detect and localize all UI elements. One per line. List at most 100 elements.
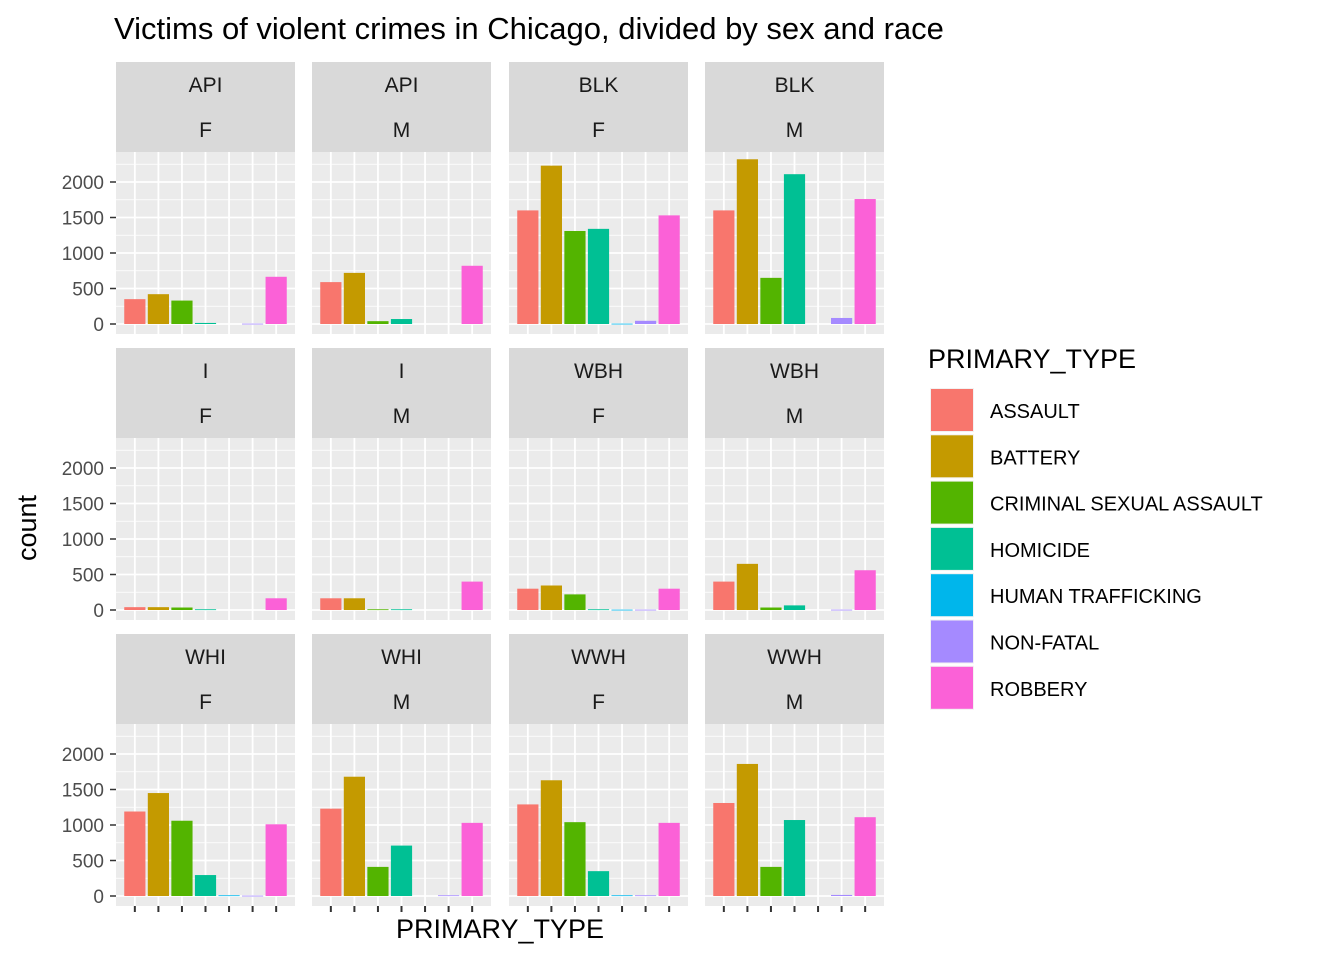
bar (713, 210, 735, 324)
legend-label: CRIMINAL SEXUAL ASSAULT (990, 494, 1263, 516)
y-tick-label: 0 (93, 601, 104, 622)
bar (124, 299, 146, 324)
legend-label: NON-FATAL (990, 633, 1099, 655)
bar (194, 322, 217, 324)
x-axes (133, 906, 867, 912)
facet-label-race: BLK (579, 74, 619, 97)
facet-label-race: API (385, 74, 419, 97)
facet-strip (312, 348, 491, 438)
facet-strip (705, 634, 884, 724)
bar (438, 895, 460, 897)
legend-label: HOMICIDE (990, 540, 1090, 562)
bar (390, 319, 413, 324)
facet-label-race: WWH (571, 646, 626, 669)
facet-label-sex: F (592, 691, 605, 714)
y-axes: 0 500 1000 1500 2000 0 500 1000 1500 2000 0 500 1000… (62, 173, 116, 908)
legend-label: HUMAN TRAFFICKING (990, 586, 1202, 608)
facet-strip (116, 348, 295, 438)
facet-strip (312, 62, 491, 152)
y-tick-label: 0 (93, 887, 104, 908)
bar (587, 871, 610, 896)
bar (564, 594, 586, 610)
bar (517, 588, 539, 610)
facet-panel: BLK F (509, 62, 688, 334)
bar (343, 776, 365, 896)
bar (635, 609, 657, 611)
facet-panel: WWH F (509, 634, 688, 906)
facet-panel: BLK M (705, 62, 884, 334)
bar (147, 294, 169, 324)
bar (320, 282, 342, 324)
bar (783, 174, 806, 324)
y-tick-label: 2000 (62, 173, 104, 194)
legend-item: NON-FATAL (930, 619, 1099, 664)
legend-title: PRIMARY_TYPE (928, 344, 1136, 374)
legend-item: ROBBERY (930, 665, 1087, 710)
bar (242, 895, 264, 897)
bar (367, 321, 389, 324)
bar (831, 317, 853, 324)
y-tick-label: 0 (93, 315, 104, 336)
bar (854, 570, 876, 610)
bar (171, 607, 193, 610)
bar (564, 822, 586, 896)
bar (736, 563, 758, 610)
facet-label-sex: M (786, 405, 804, 428)
bar (265, 824, 287, 896)
facet-label-sex: F (592, 119, 605, 142)
y-tick-label: 500 (72, 852, 104, 873)
bar (760, 866, 782, 896)
legend-label: ASSAULT (990, 401, 1080, 423)
facet-label-race: I (203, 360, 209, 383)
legend-swatch (931, 666, 973, 709)
facet-label-race: I (399, 360, 405, 383)
bar (147, 793, 169, 896)
facet-strip (705, 348, 884, 438)
facet-label-sex: M (393, 691, 411, 714)
bar (540, 165, 562, 324)
facet-panel: IM (312, 348, 491, 620)
bar (587, 228, 610, 324)
facet-label-race: WBH (574, 360, 623, 383)
bar (760, 277, 782, 324)
facet-label-race: API (189, 74, 223, 97)
y-tick-label: 2000 (62, 745, 104, 766)
bar (713, 802, 735, 896)
bar (265, 276, 287, 324)
y-tick-label: 1000 (62, 816, 104, 837)
bar (171, 820, 193, 896)
bar (831, 609, 853, 611)
bar (242, 323, 264, 325)
facet-strip (509, 348, 688, 438)
legend-swatch (931, 435, 973, 478)
y-tick-label: 2000 (62, 459, 104, 480)
bar (367, 609, 389, 611)
y-tick-label: 1000 (62, 530, 104, 551)
bar (517, 804, 539, 896)
bar (635, 895, 657, 897)
facet-strip (509, 634, 688, 724)
legend-item: ASSAULT (930, 388, 1080, 432)
bar (461, 581, 483, 610)
facet-panel: API F (116, 62, 295, 334)
bar (218, 895, 240, 897)
facet-panel: WHI F (116, 634, 295, 906)
bar (320, 598, 342, 610)
facet-label-sex: M (393, 405, 411, 428)
facet-strip (116, 62, 295, 152)
bar (854, 199, 876, 324)
facet-label-race: BLK (775, 74, 815, 97)
legend-label: BATTERY (990, 447, 1080, 469)
bar (713, 581, 735, 610)
y-tick-label: 1500 (62, 209, 104, 230)
bar (461, 822, 483, 896)
legend-label: ROBBERY (990, 679, 1087, 701)
facet-label-sex: F (199, 119, 212, 142)
y-tick-label: 1500 (62, 781, 104, 802)
legend-swatch (931, 527, 973, 570)
legend-swatch (931, 481, 973, 524)
chart-title: Victims of violent crimes in Chicago, di… (114, 11, 944, 46)
facet-label-race: WWH (767, 646, 822, 669)
facet-panel: WBH F (509, 348, 688, 620)
